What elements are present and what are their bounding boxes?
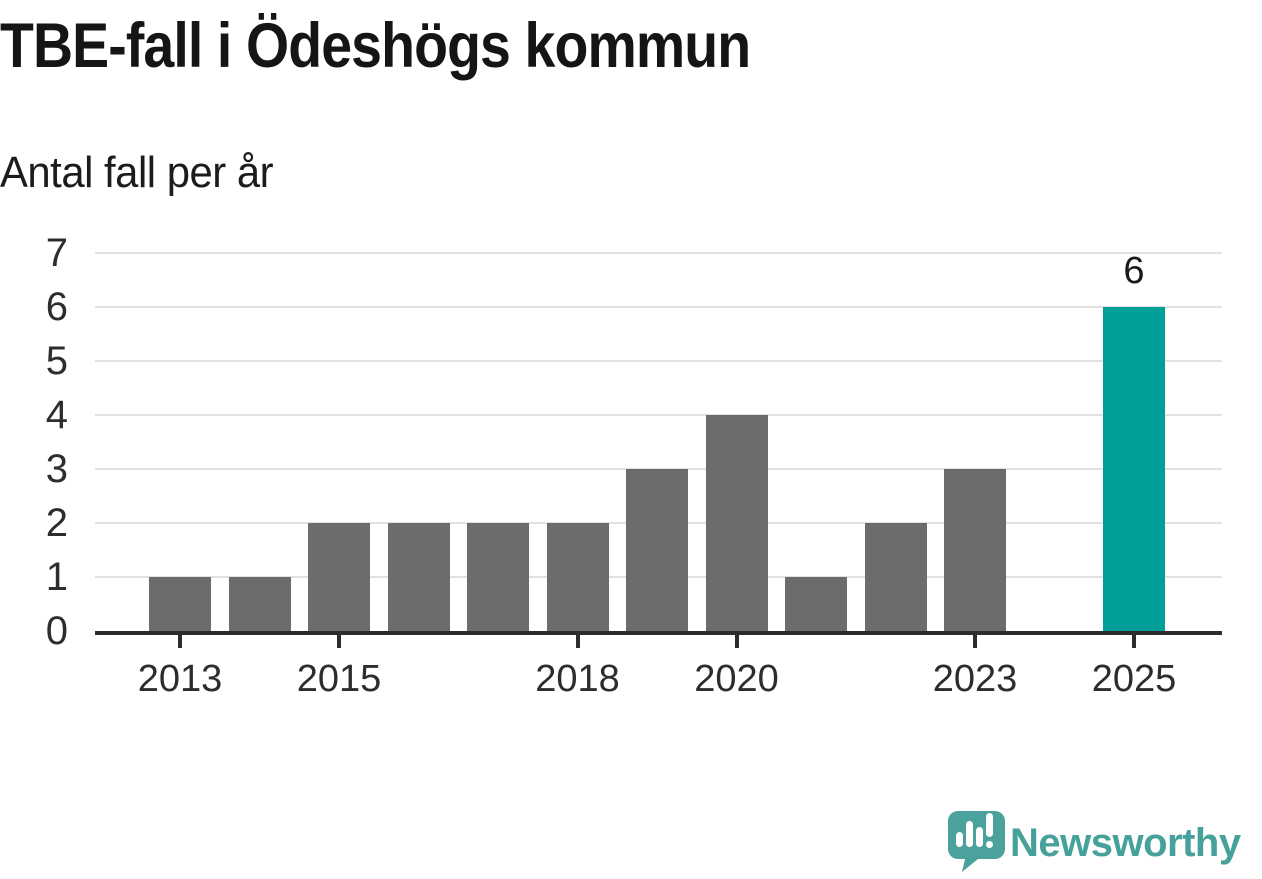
y-axis-tick-label: 3	[45, 447, 68, 491]
bar	[785, 577, 847, 631]
chart-subtitle: Antal fall per år	[0, 148, 274, 197]
x-axis-line	[95, 631, 1222, 635]
newsworthy-logo-icon	[948, 811, 1005, 872]
bar	[387, 523, 450, 631]
bar	[546, 523, 609, 631]
bar	[228, 577, 291, 631]
y-axis-tick-label: 7	[45, 231, 68, 275]
gridline	[95, 306, 1222, 308]
bar	[944, 469, 1006, 631]
bar	[626, 469, 688, 631]
x-axis-tick-label: 2013	[137, 658, 223, 700]
newsworthy-wordmark: Newsworthy	[1010, 821, 1241, 865]
bar	[705, 415, 768, 631]
bar	[149, 577, 211, 631]
x-axis-tick	[337, 635, 341, 648]
x-axis-tick-label: 2020	[694, 658, 779, 700]
x-axis-tick	[1132, 635, 1136, 648]
x-axis-tick	[178, 635, 182, 648]
y-axis-tick-label: 2	[45, 501, 68, 545]
highlighted-bar-value-label: 6	[1123, 250, 1145, 292]
x-axis-tick-label: 2018	[535, 658, 620, 700]
y-axis-tick-label: 4	[45, 393, 68, 437]
gridline	[95, 252, 1222, 254]
x-axis-tick	[575, 635, 580, 648]
bar-highlighted	[1103, 307, 1165, 631]
y-axis-tick-label: 6	[45, 285, 68, 329]
x-axis-tick-label: 2023	[932, 658, 1018, 700]
bar	[308, 523, 370, 631]
y-axis-tick-label: 0	[45, 609, 68, 653]
gridline	[95, 360, 1222, 362]
x-axis-tick	[734, 635, 739, 648]
y-axis-tick-label: 1	[45, 555, 68, 599]
x-axis-tick	[973, 635, 977, 648]
y-axis-tick-label: 5	[45, 339, 68, 383]
bar	[467, 523, 529, 631]
x-axis-tick-label: 2015	[296, 658, 382, 700]
bar	[864, 523, 927, 631]
x-axis-tick-label: 2025	[1091, 658, 1177, 700]
gridline	[95, 414, 1222, 416]
chart-title: TBE-fall i Ödeshögs kommun	[0, 11, 751, 81]
